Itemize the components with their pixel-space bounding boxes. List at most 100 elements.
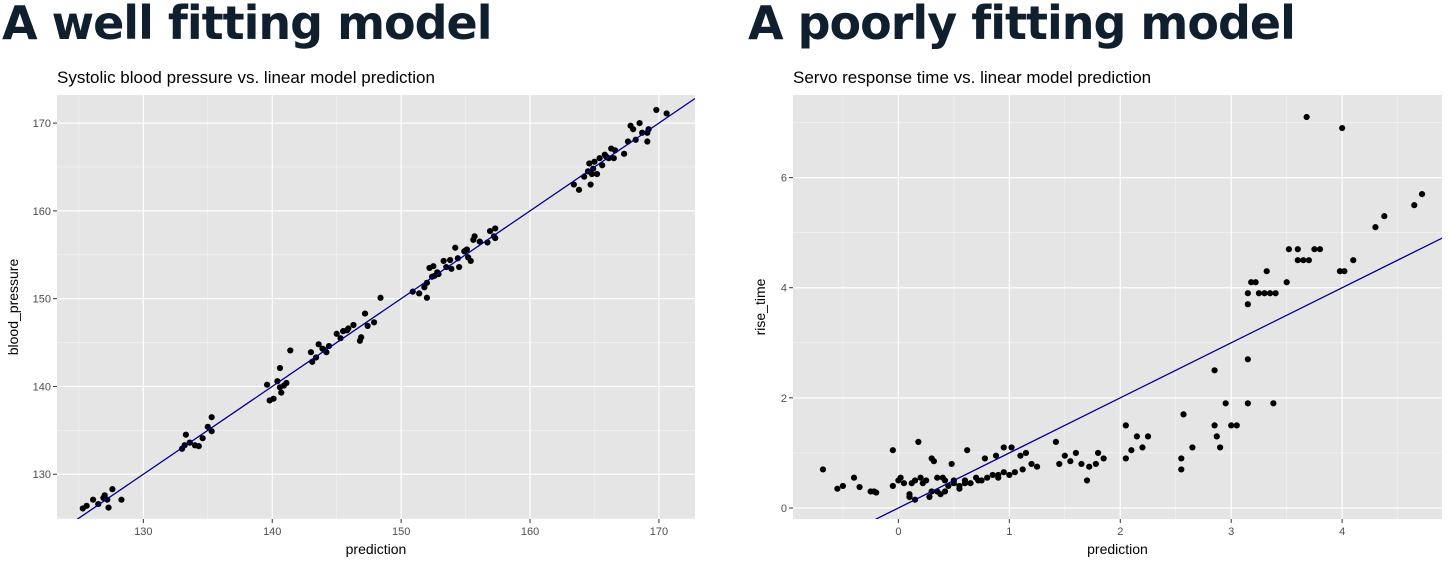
data-point — [452, 244, 459, 251]
data-point — [1252, 279, 1259, 286]
data-point — [1139, 444, 1146, 451]
data-point — [1381, 213, 1388, 220]
data-point — [989, 471, 996, 479]
data-point — [1244, 400, 1251, 407]
data-point — [416, 290, 423, 297]
data-point — [1305, 257, 1312, 264]
data-point — [1418, 191, 1426, 198]
data-point — [1248, 279, 1255, 286]
data-point — [377, 294, 384, 301]
left-panel: A well fitting model Systolic blood pres… — [2, 0, 695, 557]
y-tick-label: 4 — [781, 283, 787, 295]
data-point — [109, 486, 116, 493]
data-point — [278, 389, 285, 396]
data-point — [447, 256, 454, 264]
data-point — [361, 310, 369, 317]
data-point — [1270, 400, 1277, 407]
data-point — [967, 480, 974, 487]
data-point — [588, 170, 595, 178]
data-point — [599, 162, 606, 169]
data-point — [1000, 444, 1007, 451]
data-point — [83, 502, 90, 509]
data-point — [89, 496, 97, 503]
y-tick-label: 0 — [781, 503, 787, 515]
data-point — [1244, 301, 1251, 308]
plot-background — [793, 95, 1442, 519]
data-point — [195, 443, 202, 450]
data-point — [948, 460, 955, 468]
data-point — [981, 455, 989, 462]
data-point — [486, 227, 494, 235]
y-tick-label: 160 — [33, 206, 51, 218]
x-tick-label: 170 — [650, 526, 668, 538]
data-point — [467, 257, 474, 265]
data-point — [850, 474, 858, 481]
data-point — [1372, 224, 1379, 231]
data-point — [471, 233, 478, 240]
data-point — [644, 138, 651, 145]
data-point — [204, 423, 211, 430]
x-axis-title: prediction — [1087, 541, 1148, 557]
data-point — [915, 438, 922, 446]
data-point — [208, 414, 215, 421]
data-point — [440, 257, 447, 265]
data-point — [1067, 458, 1074, 465]
x-tick-label: 130 — [134, 526, 152, 538]
data-point — [636, 119, 643, 127]
data-point — [333, 330, 340, 337]
x-tick-label: 0 — [895, 526, 901, 538]
data-point — [1033, 463, 1041, 470]
data-point — [1189, 444, 1196, 451]
data-point — [1294, 246, 1301, 253]
data-point — [1217, 444, 1224, 451]
data-point — [941, 477, 949, 484]
data-point — [570, 181, 577, 188]
data-point — [208, 428, 215, 435]
data-point — [1094, 449, 1102, 457]
data-point — [1022, 449, 1030, 457]
data-point — [1128, 447, 1135, 454]
data-point — [287, 347, 294, 354]
data-point — [1336, 268, 1344, 275]
data-point — [1072, 449, 1079, 457]
data-point — [1052, 438, 1060, 446]
data-point — [1303, 113, 1310, 121]
grid-lines — [793, 95, 1442, 519]
data-point — [1244, 290, 1251, 297]
data-point — [587, 181, 594, 188]
x-tick-label: 3 — [1228, 526, 1234, 538]
data-point — [1272, 290, 1279, 297]
data-point — [182, 431, 189, 438]
data-point — [975, 477, 982, 484]
y-tick-label: 170 — [33, 118, 51, 130]
data-point — [956, 482, 963, 490]
data-point — [819, 466, 827, 473]
data-point — [900, 480, 908, 487]
y-tick-label: 150 — [33, 294, 51, 306]
data-point — [434, 269, 441, 276]
data-point — [984, 474, 991, 481]
data-point — [270, 395, 277, 402]
data-point — [325, 342, 333, 350]
data-point — [1008, 444, 1015, 451]
data-point — [917, 474, 924, 481]
data-point — [105, 504, 112, 511]
data-point — [492, 234, 499, 242]
data-point — [364, 322, 371, 329]
data-point — [315, 341, 322, 348]
fit-line — [76, 97, 695, 519]
rise-time-chart: Servo response time vs. linear model pre… — [752, 68, 1442, 557]
data-point — [856, 483, 863, 491]
data-point — [889, 447, 896, 454]
left-heading: A well fitting model — [2, 0, 493, 50]
data-point — [448, 265, 455, 272]
data-point — [937, 491, 944, 498]
data-point — [463, 246, 470, 253]
data-point — [906, 493, 913, 501]
data-point — [456, 263, 463, 271]
data-point — [492, 225, 499, 232]
data-point — [1006, 471, 1013, 479]
y-tick-label: 2 — [781, 393, 787, 405]
right-heading: A poorly fitting model — [748, 0, 1296, 50]
data-point — [1263, 268, 1270, 275]
